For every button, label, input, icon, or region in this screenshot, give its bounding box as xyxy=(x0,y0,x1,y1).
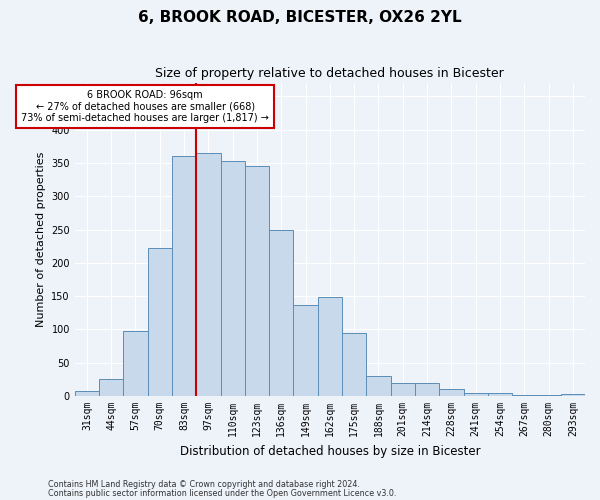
Bar xyxy=(415,384,439,396)
Bar xyxy=(367,376,391,396)
Bar xyxy=(148,248,172,396)
Bar xyxy=(561,394,585,396)
Bar xyxy=(172,156,196,396)
Bar xyxy=(75,390,99,396)
Bar xyxy=(99,380,124,396)
Bar xyxy=(488,394,512,396)
Bar xyxy=(293,305,318,396)
Title: Size of property relative to detached houses in Bicester: Size of property relative to detached ho… xyxy=(155,68,504,80)
Bar xyxy=(196,153,221,396)
Bar xyxy=(221,161,245,396)
Bar xyxy=(245,166,269,396)
Text: 6 BROOK ROAD: 96sqm
← 27% of detached houses are smaller (668)
73% of semi-detac: 6 BROOK ROAD: 96sqm ← 27% of detached ho… xyxy=(21,90,269,123)
Bar xyxy=(124,331,148,396)
Bar xyxy=(269,230,293,396)
Text: Contains HM Land Registry data © Crown copyright and database right 2024.: Contains HM Land Registry data © Crown c… xyxy=(48,480,360,489)
X-axis label: Distribution of detached houses by size in Bicester: Distribution of detached houses by size … xyxy=(179,444,480,458)
Bar xyxy=(342,333,367,396)
Bar xyxy=(439,390,464,396)
Bar xyxy=(512,394,536,396)
Y-axis label: Number of detached properties: Number of detached properties xyxy=(35,152,46,327)
Bar xyxy=(318,298,342,396)
Bar xyxy=(464,394,488,396)
Text: Contains public sector information licensed under the Open Government Licence v3: Contains public sector information licen… xyxy=(48,489,397,498)
Bar xyxy=(391,382,415,396)
Text: 6, BROOK ROAD, BICESTER, OX26 2YL: 6, BROOK ROAD, BICESTER, OX26 2YL xyxy=(138,10,462,25)
